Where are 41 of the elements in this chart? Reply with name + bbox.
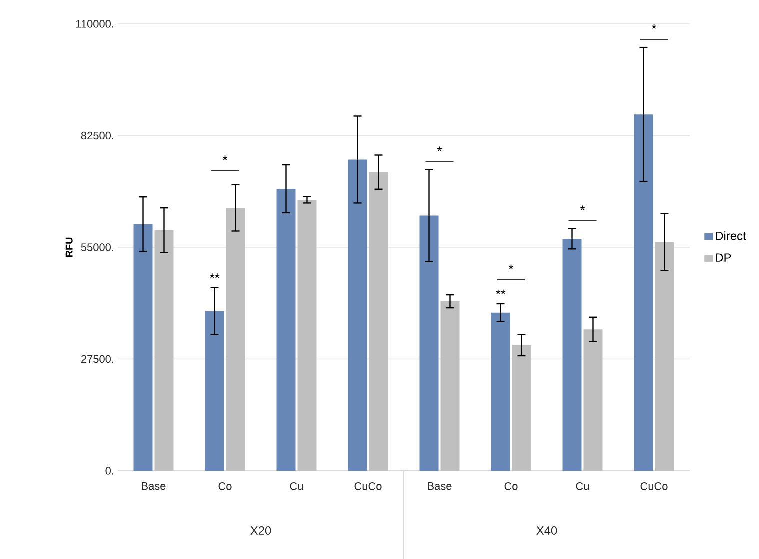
annotation: **: [210, 274, 220, 278]
x-tick-label: Co: [504, 482, 518, 490]
annotation: *: [437, 146, 442, 152]
y-tick-label: 55000.: [81, 244, 114, 252]
x-tick-label: Base: [428, 482, 452, 490]
annotation: **: [496, 290, 506, 294]
x-tick-label: Cu: [576, 482, 590, 490]
bar: [226, 208, 246, 471]
bar: [298, 200, 317, 471]
x-tick-label: Co: [218, 482, 232, 490]
bar: [512, 345, 532, 471]
bar: [134, 224, 153, 471]
y-tick-label: 110000.: [76, 20, 114, 28]
y-tick-label: 0.: [106, 467, 114, 475]
text: X20: [250, 526, 272, 535]
y-axis-title: RFU: [66, 238, 73, 258]
x-tick-label: Cu: [290, 482, 304, 490]
legend-label: DP: [716, 254, 732, 262]
legend-label: Direct: [716, 232, 746, 240]
y-tick-label: 27500.: [82, 355, 114, 364]
bar: [491, 312, 510, 471]
annotation: *: [652, 24, 657, 30]
bar: [276, 188, 296, 471]
y-tick-label: 82500.: [81, 132, 114, 140]
x-tick-label: Base: [142, 482, 166, 490]
bar: [440, 302, 460, 471]
bar: [562, 238, 582, 471]
annotation: *: [222, 156, 228, 160]
bar: [655, 242, 674, 471]
bar: [205, 311, 224, 471]
annotation: *: [580, 206, 586, 210]
annotation: *: [508, 264, 514, 270]
bar: [348, 160, 368, 471]
bar: [369, 172, 388, 471]
bar: [420, 216, 439, 471]
x-tick-label: CuCo: [640, 482, 668, 490]
bar: [634, 114, 654, 471]
x-tick-label: CuCo: [354, 482, 382, 490]
text: X40: [536, 526, 558, 535]
bar: [154, 230, 174, 471]
bar: [584, 330, 603, 471]
